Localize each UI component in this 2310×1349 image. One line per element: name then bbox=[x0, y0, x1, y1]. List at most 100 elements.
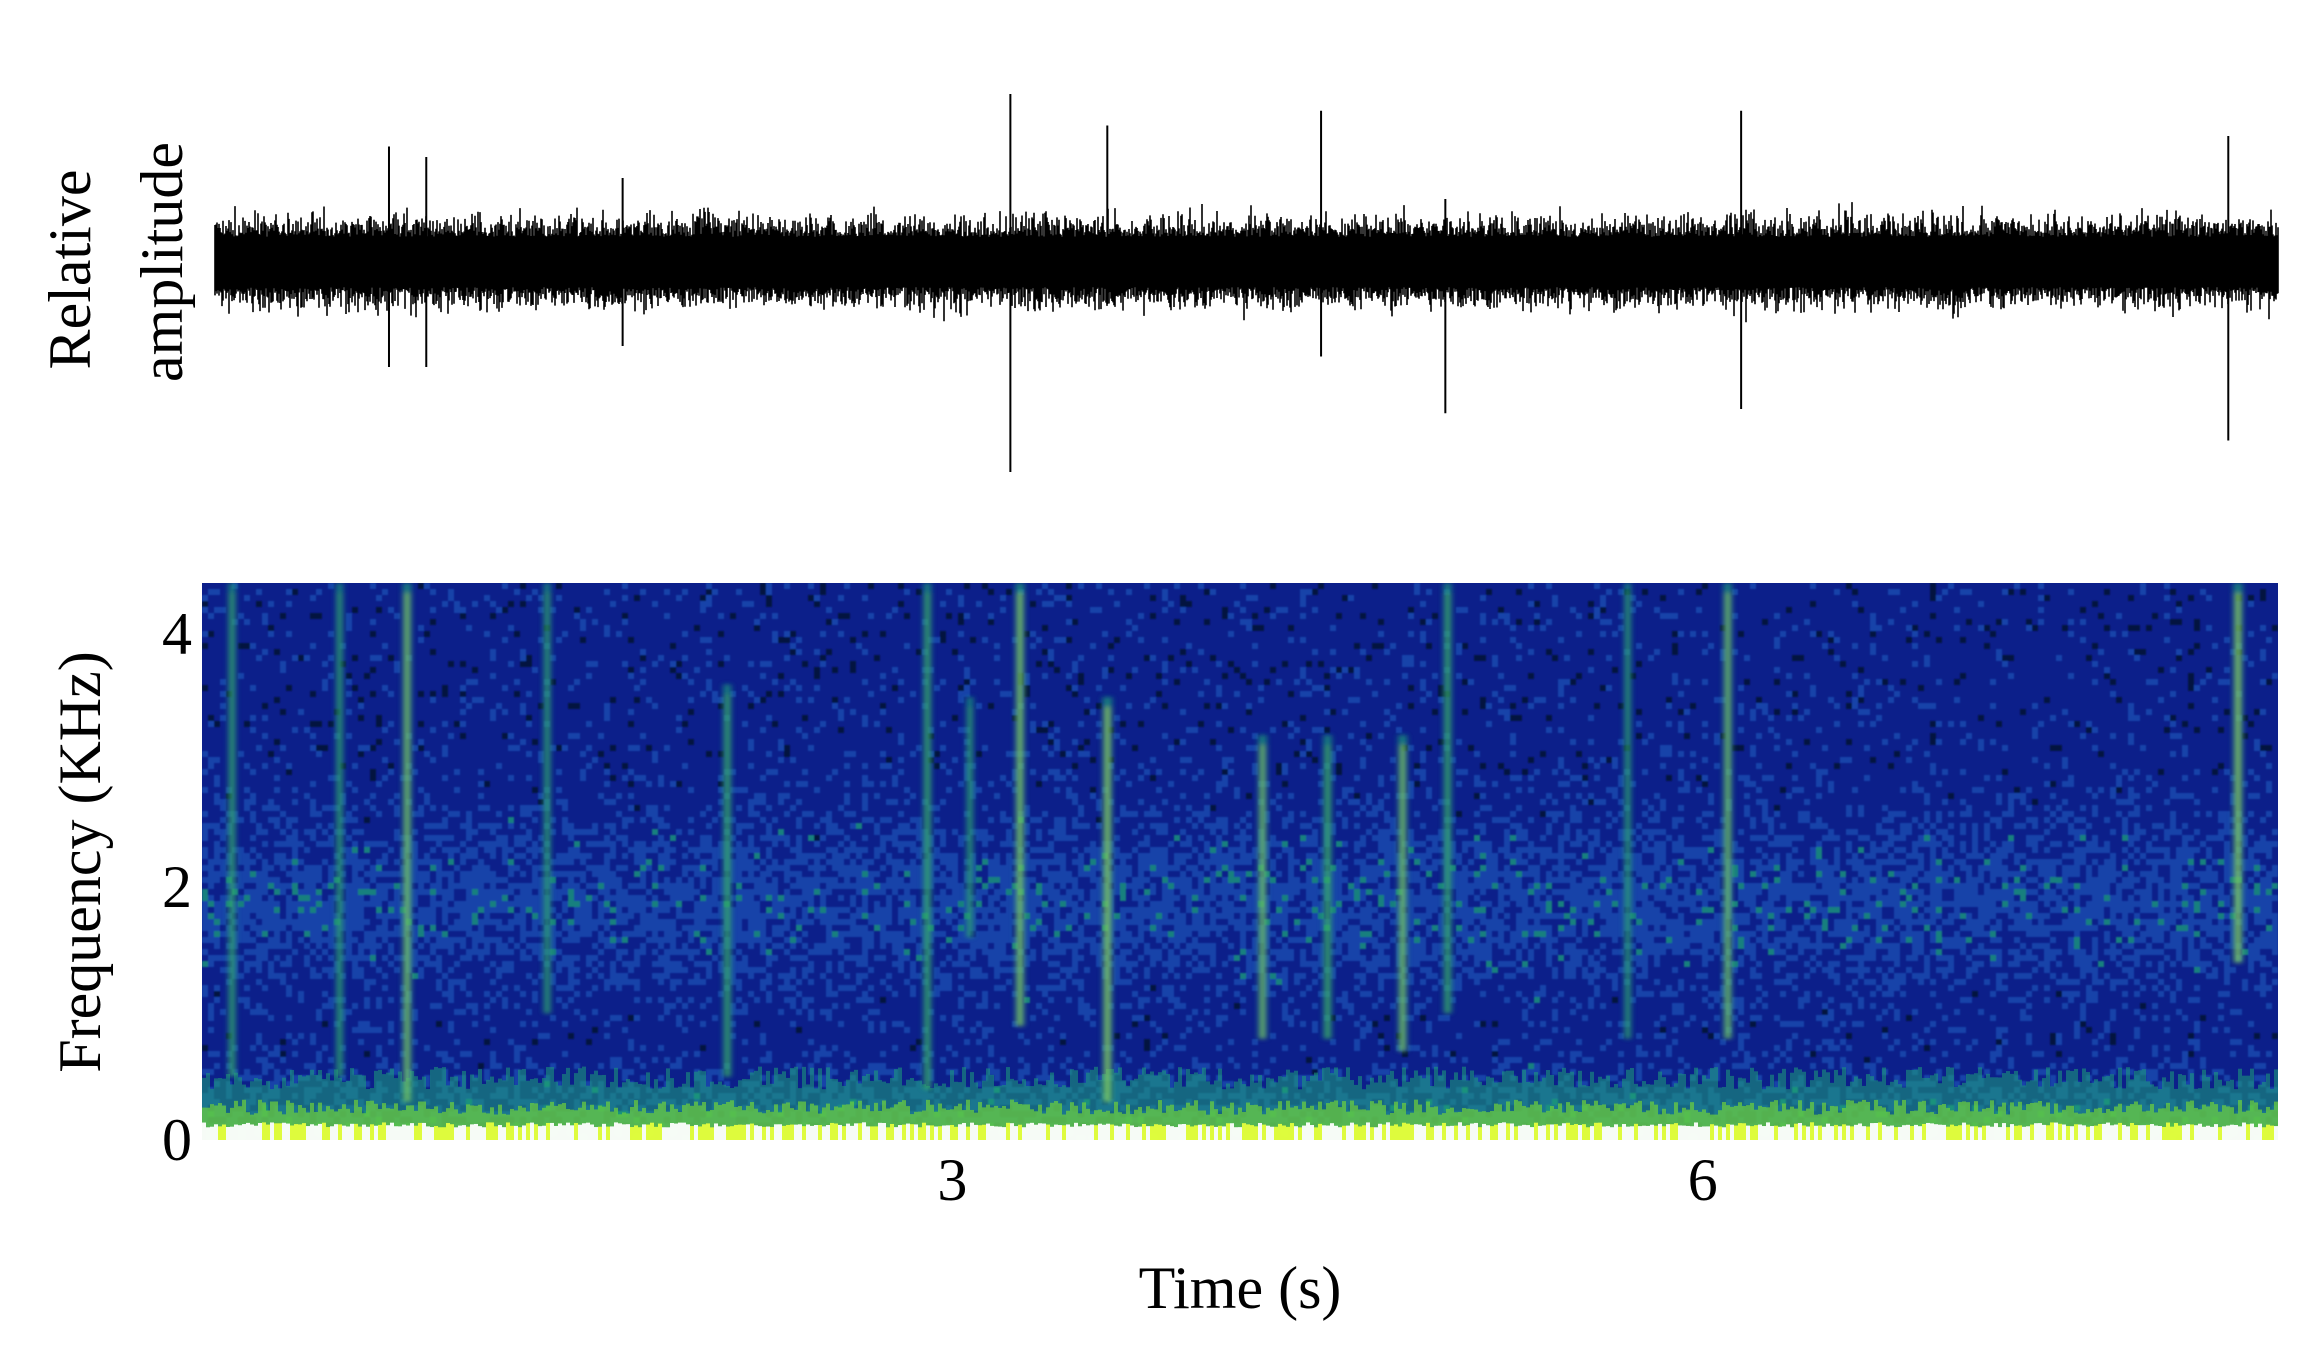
spectrogram-cell bbox=[1816, 859, 1822, 865]
spectrogram-cell bbox=[1792, 703, 1798, 709]
spectrogram-cell bbox=[814, 667, 820, 673]
spectrogram-cell bbox=[1750, 823, 1756, 829]
spectrogram-cell bbox=[736, 805, 742, 811]
spectrogram-cell bbox=[472, 853, 478, 859]
spectrogram-cell bbox=[1198, 811, 1204, 817]
spectrogram-cell bbox=[382, 727, 388, 733]
spectrogram-cell bbox=[1186, 601, 1192, 607]
spectrogram-cell bbox=[286, 823, 292, 829]
spectrogram-cell bbox=[1054, 637, 1060, 643]
spectrogram-cell bbox=[2176, 607, 2182, 613]
spectrogram-cell bbox=[2098, 613, 2104, 619]
spectrogram-cell bbox=[1012, 775, 1018, 781]
spectrogram-cell bbox=[1360, 805, 1366, 811]
spectrogram-cell bbox=[1690, 877, 1696, 883]
spectrogram-cell bbox=[2044, 595, 2050, 601]
spectrogram-cell bbox=[220, 835, 226, 841]
spectrogram-cell bbox=[1888, 811, 1894, 817]
spectrogram-cell bbox=[1186, 865, 1192, 871]
spectrogram-cell bbox=[520, 655, 526, 661]
spectrogram-cell bbox=[880, 841, 886, 847]
spectrogram-cell bbox=[2128, 877, 2134, 883]
spectrogram-cell bbox=[1054, 859, 1060, 865]
spectrogram-cell bbox=[1858, 691, 1864, 697]
spectrogram-cell bbox=[904, 829, 910, 835]
spectrogram-cell bbox=[1636, 709, 1642, 715]
spectrogram-cell bbox=[1006, 865, 1012, 871]
spectrogram-cell bbox=[1972, 877, 1978, 883]
spectrogram-cell bbox=[814, 871, 820, 877]
spectrogram-cell bbox=[1774, 637, 1780, 643]
spectrogram-cell bbox=[1090, 859, 1096, 865]
spectrogram-cell bbox=[592, 871, 598, 877]
spectrogram-cell bbox=[2104, 847, 2110, 853]
spectrogram-cell bbox=[1876, 847, 1882, 853]
spectrogram-cell bbox=[1162, 733, 1168, 739]
spectrogram-cell bbox=[850, 883, 856, 889]
spectrogram-cell bbox=[964, 685, 970, 691]
spectrogram-cell bbox=[2110, 793, 2116, 799]
spectrogram-cell bbox=[1072, 685, 1078, 691]
spectrogram-cell bbox=[2020, 823, 2026, 829]
spectrogram-cell bbox=[1222, 673, 1228, 679]
spectrogram-cell bbox=[286, 901, 292, 907]
spectrogram-cell bbox=[1180, 667, 1186, 673]
spectrogram-cell bbox=[1450, 865, 1456, 871]
spectrogram-cell bbox=[1828, 877, 1834, 883]
spectrogram-cell bbox=[1666, 871, 1672, 877]
spectrogram-cell bbox=[328, 865, 334, 871]
spectrogram-cell bbox=[1426, 787, 1432, 793]
spectrogram-cell bbox=[2020, 889, 2026, 895]
spectrogram-cell bbox=[316, 871, 322, 877]
spectrogram-cell bbox=[604, 889, 610, 895]
spectrogram-cell bbox=[1336, 811, 1342, 817]
spectrogram-cell bbox=[712, 877, 718, 883]
spectrogram-cell bbox=[2170, 667, 2176, 673]
spectrogram-cell bbox=[1558, 877, 1564, 883]
spectrogram-cell bbox=[1882, 895, 1888, 901]
spectrogram-cell bbox=[1744, 811, 1750, 817]
spectrogram-cell bbox=[574, 733, 580, 739]
spectrogram-cell bbox=[244, 619, 250, 625]
spectrogram-cell bbox=[1126, 631, 1132, 637]
spectrogram-cell bbox=[1894, 901, 1900, 907]
spectrogram-cell bbox=[826, 823, 832, 829]
spectrogram-cell bbox=[1594, 799, 1600, 805]
spectrogram-cell bbox=[1516, 895, 1522, 901]
spectrogram-cell bbox=[1306, 895, 1312, 901]
spectrogram-cell bbox=[604, 823, 610, 829]
spectrogram-cell bbox=[310, 901, 316, 907]
spectrogram-cell bbox=[910, 751, 916, 757]
spectrogram-cell bbox=[988, 781, 994, 787]
spectrogram-cell bbox=[658, 781, 664, 787]
spectrogram-cell bbox=[2158, 877, 2164, 883]
spectrogram-cell bbox=[1618, 739, 1624, 745]
spectrogram-cell bbox=[1150, 613, 1156, 619]
spectrogram-cell bbox=[2020, 871, 2026, 877]
spectrogram-cell bbox=[1504, 901, 1510, 907]
spectrogram-cell bbox=[376, 883, 382, 889]
spectrogram-cell bbox=[1738, 871, 1744, 877]
spectrogram-cell bbox=[850, 751, 856, 757]
spectrogram-cell bbox=[2164, 715, 2170, 721]
spectrogram-cell bbox=[2272, 895, 2278, 901]
spectrogram-cell bbox=[1888, 853, 1894, 859]
spectrogram-cell bbox=[1336, 667, 1342, 673]
spectrogram-cell bbox=[442, 847, 448, 853]
spectrogram-cell bbox=[448, 733, 454, 739]
spectrogram-cell bbox=[1750, 835, 1756, 841]
spectrogram-cell bbox=[1942, 847, 1948, 853]
spectrogram-cell bbox=[2194, 727, 2200, 733]
spectrogram-cell bbox=[1228, 889, 1234, 895]
spectrogram-cell bbox=[2224, 637, 2230, 643]
spectrogram-cell bbox=[748, 871, 754, 877]
spectrogram-cell bbox=[1876, 895, 1882, 901]
spectrogram-cell bbox=[238, 871, 244, 877]
spectrogram-cell bbox=[898, 847, 904, 853]
spectrogram-cell bbox=[1642, 877, 1648, 883]
spectrogram-cell bbox=[484, 877, 490, 883]
spectrogram-cell bbox=[1480, 763, 1486, 769]
spectrogram-cell bbox=[1714, 895, 1720, 901]
spectrogram-cell bbox=[430, 883, 436, 889]
spectrogram-cell bbox=[2062, 811, 2068, 817]
